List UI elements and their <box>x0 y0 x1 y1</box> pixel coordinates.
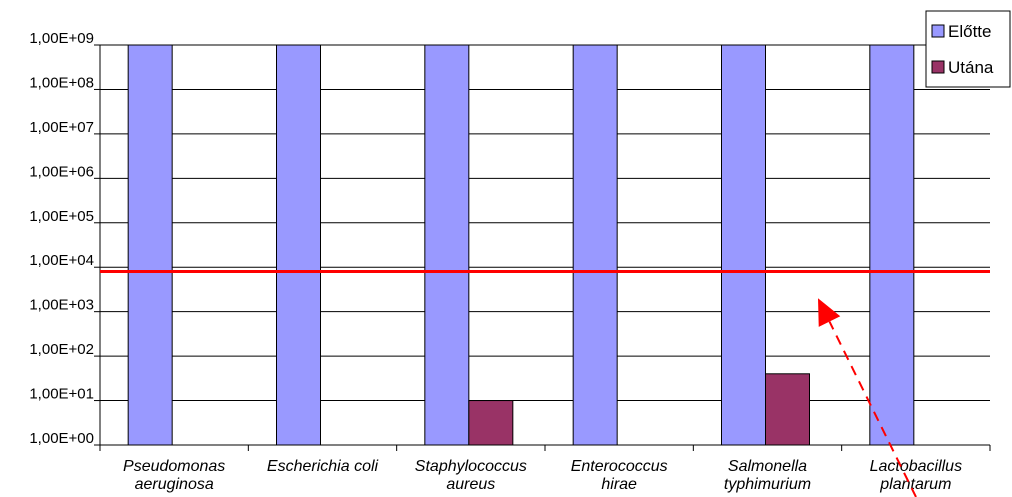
bar <box>721 44 766 446</box>
bar <box>127 44 173 446</box>
bar <box>424 44 470 446</box>
x-tick-label: Escherichia coli <box>267 458 379 475</box>
legend-box <box>925 10 1011 88</box>
bar <box>276 44 321 446</box>
gridlines <box>94 44 991 451</box>
legend-label: Előtte <box>948 22 991 41</box>
legend-swatch <box>931 60 945 74</box>
x-tick-label: Staphylococcus aureus <box>415 458 527 493</box>
y-tick-label: 1,00E+09 <box>29 30 94 47</box>
arrow-shaft <box>828 321 917 497</box>
y-tick-label: 1,00E+03 <box>29 297 94 314</box>
y-tick-label: 1,00E+06 <box>29 163 94 180</box>
y-tick-label: 1,00E+01 <box>29 386 94 403</box>
legend: Előtte Utána <box>925 10 1011 88</box>
bar <box>765 373 810 446</box>
y-tick-label: 1,00E+02 <box>29 341 94 358</box>
bar <box>572 44 618 446</box>
y-tick-label: 1,00E+00 <box>29 430 94 447</box>
y-tick-label: 1,00E+05 <box>29 208 94 225</box>
legend-swatch <box>931 24 945 38</box>
arrow-head <box>818 298 841 327</box>
x-tick-label: Enterococcus hirae <box>571 458 668 493</box>
y-tick-label: 1,00E+07 <box>29 119 94 136</box>
arrow-annotation <box>818 298 917 497</box>
y-tick-label: 1,00E+04 <box>29 252 94 269</box>
x-tick-labels: Pseudomonas aeruginosa Escherichia coli Sta… <box>123 458 962 493</box>
x-tick-label: Lactobacillus plantarum <box>870 458 963 493</box>
x-tick-label: Salmonella typhimurium <box>724 458 811 493</box>
y-tick-label: 1,00E+08 <box>29 74 94 91</box>
bar <box>468 400 514 446</box>
bars <box>127 44 915 446</box>
x-tick-label: Pseudomonas aeruginosa <box>123 458 225 493</box>
legend-label: Utána <box>948 58 994 77</box>
y-tick-labels: 1,00E+00 1,00E+01 1,00E+02 1,00E+03 1,00E+04… <box>29 30 94 447</box>
bar <box>869 44 915 446</box>
